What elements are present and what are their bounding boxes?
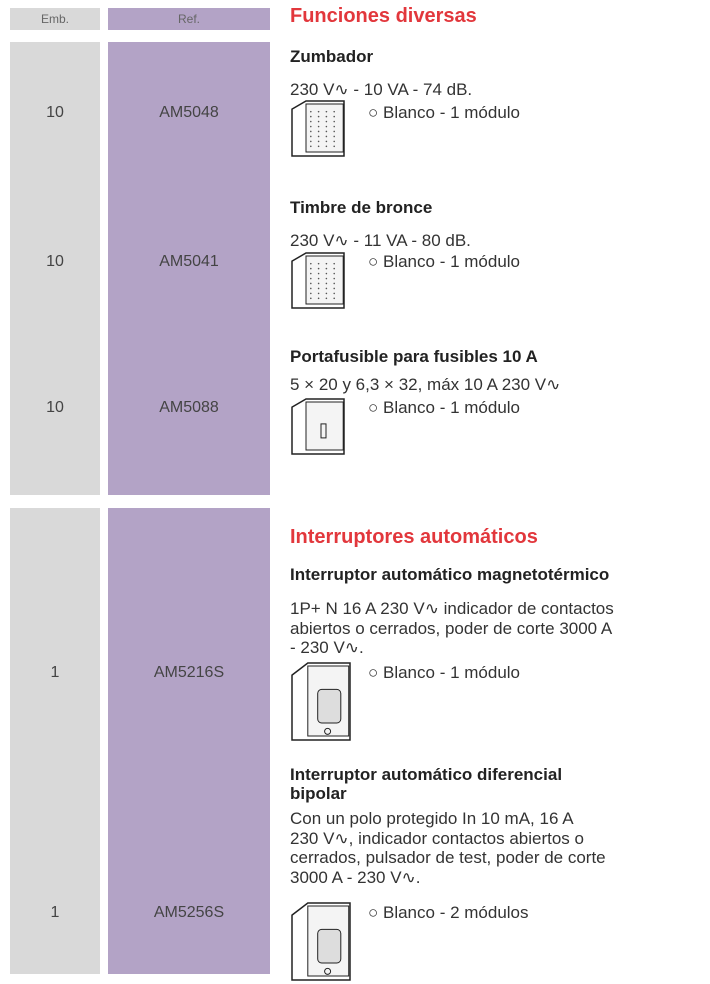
ref-value: AM5088 xyxy=(159,399,219,416)
emb-value: 10 xyxy=(46,104,64,121)
product-image xyxy=(291,398,345,455)
product-image xyxy=(291,662,351,741)
ref-value: AM5041 xyxy=(159,253,219,270)
ref-column xyxy=(108,508,270,974)
ref-value: AM5256S xyxy=(153,904,225,921)
item-description: 5 × 20 y 6,3 × 32, máx 10 A 230 V∿ xyxy=(290,375,561,394)
emb-value: 1 xyxy=(50,904,60,921)
item-variant: ○ Blanco - 1 módulo xyxy=(368,103,521,122)
emb-column xyxy=(10,508,100,974)
item-title: Portafusible para fusibles 10 A xyxy=(290,347,538,366)
item-variant: ○ Blanco - 1 módulo xyxy=(368,398,521,417)
ref-value: AM5216S xyxy=(153,664,225,681)
item-variant: ○ Blanco - 2 módulos xyxy=(368,903,529,922)
emb-value: 10 xyxy=(46,399,64,416)
emb-column xyxy=(10,42,100,495)
item-variant: ○ Blanco - 1 módulo xyxy=(368,663,521,682)
item-description: 230 V∿ - 10 VA - 74 dB. xyxy=(290,80,473,99)
item-title: Interruptor automático magnetotérmico xyxy=(290,565,610,584)
item-description: cerrados, pulsador de test, poder de cor… xyxy=(290,848,606,867)
section-title: Interruptores automáticos xyxy=(290,526,538,548)
item-title: bipolar xyxy=(290,784,347,803)
item-description: 230 V∿ - 11 VA - 80 dB. xyxy=(290,231,471,250)
section-title: Funciones diversas xyxy=(290,5,477,27)
product-image xyxy=(291,252,345,309)
item-description: Con un polo protegido In 10 mA, 16 A xyxy=(290,809,574,828)
ref-value: AM5048 xyxy=(159,104,219,121)
emb-value: 10 xyxy=(46,253,64,270)
emb-value: 1 xyxy=(50,664,60,681)
item-title: Timbre de bronce xyxy=(290,198,433,217)
ref-column xyxy=(108,42,270,495)
ref-header: Ref. xyxy=(108,8,270,30)
product-image xyxy=(291,100,345,157)
item-description: 3000 A - 230 V∿. xyxy=(290,867,421,887)
emb-header: Emb. xyxy=(10,8,100,30)
item-description: 230 V∿, indicador contactos abiertos o xyxy=(290,828,584,848)
product-image xyxy=(291,902,351,981)
item-title: Interruptor automático diferencial xyxy=(290,765,563,784)
item-description: - 230 V∿. xyxy=(290,638,364,657)
item-description: 1P+ N 16 A 230 V∿ indicador de contactos xyxy=(290,599,614,618)
item-description: abiertos o cerrados, poder de corte 3000… xyxy=(290,618,613,638)
item-variant: ○ Blanco - 1 módulo xyxy=(368,252,521,271)
item-title: Zumbador xyxy=(290,47,374,66)
